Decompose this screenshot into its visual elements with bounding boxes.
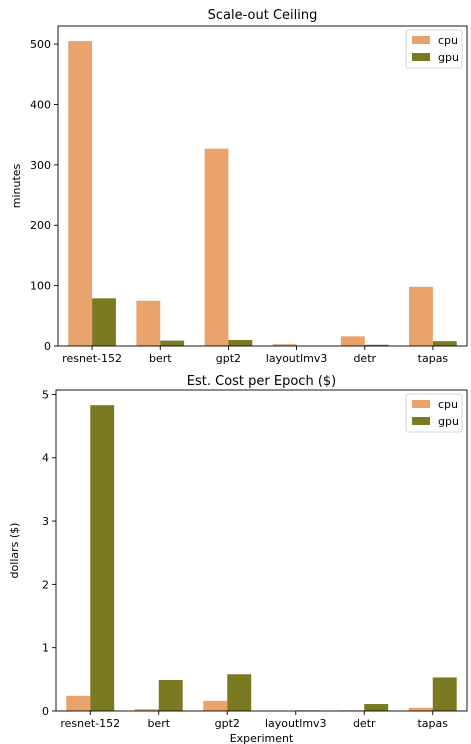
x-tick-label: bert [147, 717, 170, 730]
legend-swatch-gpu [412, 53, 430, 61]
bar-cpu-bert [134, 709, 159, 711]
bar-cpu-resnet-152 [66, 695, 91, 711]
plot-frame [55, 389, 468, 712]
x-tick-label: resnet-152 [62, 352, 122, 365]
bar-gpu-tapas [432, 677, 457, 711]
y-tick-label: 100 [30, 280, 51, 293]
y-axis-label: dollars ($) [8, 523, 21, 579]
x-tick-label: tapas [417, 717, 448, 730]
legend-label-gpu: gpu [438, 51, 459, 64]
bar-cpu-detr [340, 336, 365, 346]
bar-gpu-resnet-152 [90, 405, 115, 711]
bar-cpu-resnet-152 [68, 41, 93, 347]
x-axis-label: Experiment [230, 732, 294, 744]
x-tick-label: gpt2 [215, 717, 240, 730]
y-tick-label: 1 [42, 642, 49, 655]
bar-gpu-bert [160, 340, 185, 346]
legend-swatch-cpu [412, 36, 430, 44]
bar-gpu-tapas [432, 341, 457, 346]
y-tick-label: 500 [30, 38, 51, 51]
legend-label-gpu: gpu [438, 415, 459, 428]
y-tick-label: 400 [30, 98, 51, 111]
bar-gpu-detr [364, 344, 389, 346]
x-tick-label: resnet-152 [60, 717, 120, 730]
x-tick-label: layoutlmv3 [265, 717, 327, 730]
chart-title: Est. Cost per Epoch ($) [187, 374, 336, 389]
x-tick-label: detr [353, 352, 376, 365]
legend-label-cpu: cpu [438, 34, 458, 47]
chart-title: Scale-out Ceiling [208, 8, 318, 23]
y-tick-label: 0 [42, 705, 49, 718]
x-tick-label: gpt2 [216, 352, 241, 365]
chart-panel-2: Est. Cost per Epoch ($) 0 1 2 3 4 5 resnet-152 b… [8, 374, 468, 744]
plot-frame [57, 25, 468, 347]
x-tick-label: tapas [418, 352, 449, 365]
legend-swatch-cpu [412, 400, 430, 408]
bar-cpu-gpt2 [203, 700, 228, 711]
bar-cpu-layoutlmv3 [272, 344, 297, 346]
bar-cpu-bert [136, 300, 161, 346]
x-tick-label: detr [353, 717, 376, 730]
x-tick-label: bert [149, 352, 172, 365]
y-axis-label: minutes [10, 163, 23, 208]
y-tick-label: 2 [42, 578, 49, 591]
bar-cpu-tapas [409, 286, 433, 346]
bar-gpu-bert [158, 679, 183, 711]
bar-cpu-gpt2 [204, 148, 229, 346]
bar-gpu-gpt2 [227, 674, 252, 711]
chart-panel-1: Scale-out Ceiling 0 100 200 300 400 500 resnet-… [10, 8, 468, 365]
y-tick-label: 0 [44, 340, 51, 353]
y-tick-label: 200 [30, 219, 51, 232]
y-tick-label: 3 [42, 515, 49, 528]
bar-cpu-tapas [408, 707, 433, 711]
x-tick-label: layoutlmv3 [266, 352, 328, 365]
legend-swatch-gpu [412, 417, 430, 425]
y-tick-label: 5 [42, 388, 49, 401]
legend-label-cpu: cpu [438, 398, 458, 411]
y-tick-label: 4 [42, 452, 49, 465]
y-tick-label: 300 [30, 159, 51, 172]
bar-gpu-gpt2 [228, 339, 253, 346]
bar-gpu-resnet-152 [92, 298, 116, 346]
bar-gpu-detr [364, 704, 389, 711]
